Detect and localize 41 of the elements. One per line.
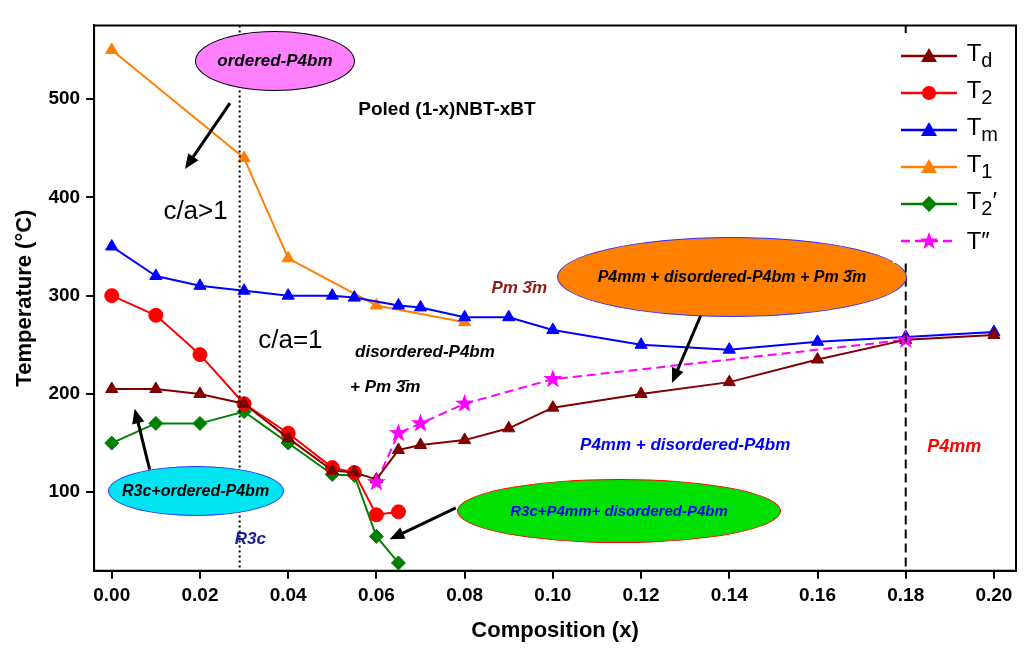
legend-label: T$_{2}$′ [966, 187, 997, 220]
x-tick-label: 0.14 [710, 584, 749, 606]
x-tick-label: 0.08 [446, 584, 484, 606]
x-tick-label: 0.20 [975, 584, 1013, 606]
x-tick-label: 0.18 [887, 584, 925, 606]
annotation: disordered-P4bm [355, 342, 495, 362]
annotation: R3c+P4mm+ disordered-P4bm [510, 502, 728, 520]
annotation: c/a>1 [163, 195, 228, 226]
y-axis-title: Temperature (°C) [11, 209, 37, 387]
legend-label: T″ [966, 226, 990, 255]
x-tick-label: 0.16 [799, 584, 836, 606]
x-tick-label: 0.02 [181, 584, 219, 606]
y-tick-label: 100 [48, 480, 81, 502]
ellipse-callout: R3c+P4mm+ disordered-P4bm [457, 478, 781, 543]
y-tick-label: 400 [48, 185, 81, 207]
y-tick-label: 200 [48, 382, 81, 404]
legend-label: T$_{2}$ [966, 76, 993, 109]
y-tick-label: 300 [48, 283, 81, 305]
text: Poled (1-x)NBT-xBT [358, 98, 537, 120]
x-tick-label: 0.10 [534, 584, 572, 606]
ellipse-callout: ordered-P4bm [194, 30, 355, 91]
legend-label: T$_{m}$ [966, 113, 998, 146]
annotation: P4mm + disordered-P4bm + Pm 3̄m [597, 267, 867, 286]
annotation: + Pm 3̄m [350, 376, 421, 396]
annotation: R3c+ordered-P4bm [121, 482, 270, 501]
annotation: R3c [234, 529, 267, 549]
annotation: P4mm + disordered-P4bm [580, 434, 791, 454]
annotation: Pm 3̄m [491, 278, 548, 298]
legend-label: T$_{1}$ [966, 150, 993, 183]
x-tick-label: 0.00 [93, 584, 131, 606]
legend-label: T$_{d}$ [966, 39, 993, 72]
x-axis-title: Composition (x) [471, 616, 639, 642]
x-tick-label: 0.06 [357, 584, 395, 606]
ellipse-callout: R3c+ordered-P4bm [107, 466, 284, 517]
y-tick-label: 500 [48, 87, 81, 109]
annotation: c/a=1 [258, 324, 323, 355]
annotation: P4mm [927, 435, 982, 456]
annotation: ordered-P4bm [217, 50, 333, 71]
x-tick-label: 0.04 [269, 584, 308, 606]
x-tick-label: 0.12 [622, 584, 660, 606]
ellipse-callout: P4mm + disordered-P4bm + Pm 3̄m [556, 236, 907, 317]
